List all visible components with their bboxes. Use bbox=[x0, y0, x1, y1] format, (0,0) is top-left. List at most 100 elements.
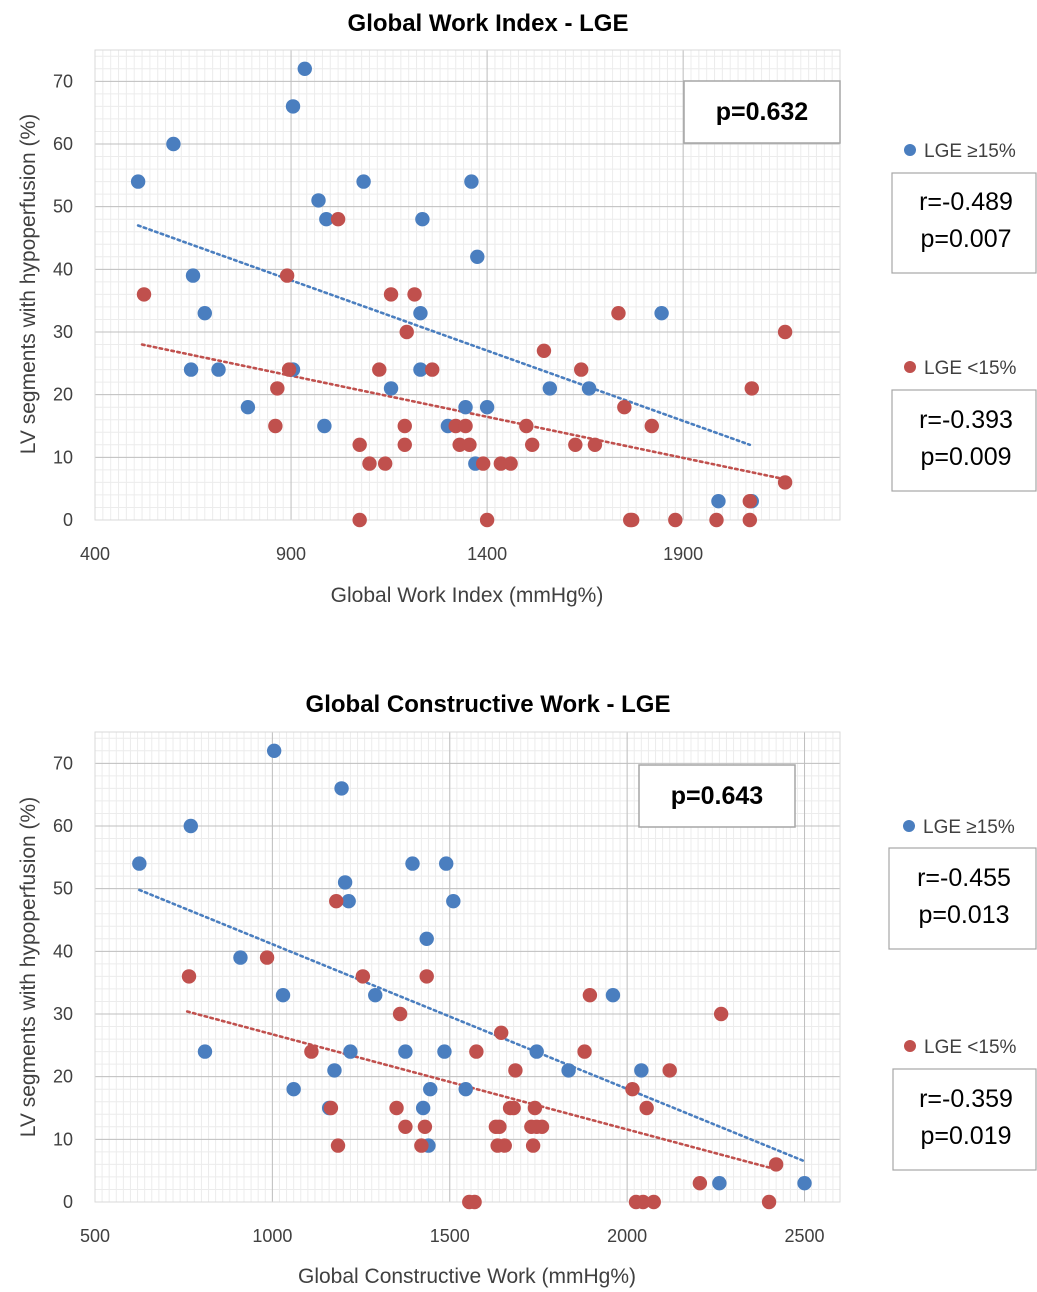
data-point-lge-low bbox=[352, 512, 367, 528]
data-point-lge-low bbox=[617, 400, 632, 415]
x-axis-title: Global Work Index (mmHg%) bbox=[331, 584, 604, 607]
data-point-lge-low bbox=[662, 1063, 677, 1078]
data-point-lge-high bbox=[458, 1082, 473, 1097]
data-point-lge-low bbox=[777, 475, 793, 490]
data-point-lge-high bbox=[542, 381, 558, 396]
y-tick-label: 40 bbox=[53, 941, 73, 961]
data-point-lge-low bbox=[508, 1063, 523, 1078]
data-point-lge-high bbox=[479, 400, 495, 415]
y-tick-label: 60 bbox=[53, 134, 73, 154]
data-point-lge-high bbox=[398, 1044, 413, 1059]
pvalue-box-frame bbox=[638, 764, 796, 828]
data-point-lge-high bbox=[446, 894, 461, 909]
stats-r-lge-low: r=-0.359 bbox=[919, 1085, 1013, 1113]
stats-r-lge-high: r=-0.489 bbox=[919, 188, 1013, 216]
data-point-lge-low bbox=[506, 1100, 521, 1116]
data-point-lge-low bbox=[635, 1194, 651, 1210]
pvalue-box: p=0.632 bbox=[683, 80, 841, 144]
data-point-lge-high bbox=[286, 1082, 301, 1097]
data-point-lge-low bbox=[377, 456, 393, 471]
y-axis-title: LV segments with hypoperfusion (%) bbox=[17, 797, 40, 1137]
y-tick-label: 50 bbox=[53, 197, 73, 217]
x-axis-title: Global Constructive Work (mmHg%) bbox=[298, 1265, 636, 1288]
legend-label-lge-low: LGE <15% bbox=[924, 358, 1017, 379]
data-point-lge-low bbox=[397, 418, 412, 434]
data-point-lge-high bbox=[654, 306, 669, 321]
data-point-lge-low bbox=[467, 1194, 482, 1210]
stats-p-lge-high: p=0.007 bbox=[920, 225, 1011, 253]
data-points bbox=[132, 743, 812, 1210]
data-point-lge-high bbox=[341, 894, 356, 909]
data-point-lge-high bbox=[132, 856, 147, 871]
legend-label-lge-high: LGE ≥15% bbox=[923, 817, 1015, 838]
trendline-lge-low bbox=[185, 1010, 778, 1171]
data-point-lge-low bbox=[352, 437, 367, 452]
data-point-lge-high bbox=[383, 381, 399, 396]
x-tick-label: 900 bbox=[276, 544, 306, 564]
data-point-lge-low bbox=[268, 418, 283, 434]
data-point-lge-high bbox=[130, 174, 146, 189]
legend-marker-lge-low bbox=[904, 361, 916, 373]
x-tick-label: 500 bbox=[80, 1226, 110, 1246]
data-point-lge-low bbox=[668, 512, 683, 528]
data-point-lge-low bbox=[536, 343, 552, 358]
data-point-lge-high bbox=[581, 381, 597, 396]
trendlines bbox=[136, 224, 787, 481]
pvalue-text: p=0.632 bbox=[716, 98, 808, 126]
data-point-lge-low bbox=[281, 362, 297, 377]
data-point-lge-low bbox=[744, 381, 759, 396]
chart-title: Global Constructive Work - LGE bbox=[306, 691, 671, 718]
data-point-lge-low bbox=[270, 381, 285, 396]
data-point-lge-low bbox=[458, 418, 473, 434]
data-point-lge-low bbox=[494, 1025, 509, 1041]
stats-p-lge-low: p=0.019 bbox=[920, 1122, 1011, 1150]
data-point-lge-low bbox=[329, 894, 344, 909]
stats-box-lge-low bbox=[891, 389, 1037, 492]
stats-r-lge-low: r=-0.393 bbox=[919, 406, 1013, 434]
data-point-lge-low bbox=[742, 512, 758, 528]
data-point-lge-low bbox=[389, 1100, 404, 1116]
data-point-lge-high bbox=[356, 174, 371, 189]
y-tick-label: 70 bbox=[53, 71, 73, 91]
data-point-lge-low bbox=[398, 1119, 413, 1135]
legend-marker-lge-high bbox=[904, 144, 916, 156]
data-point-lge-high bbox=[423, 1082, 438, 1097]
tick-labels: 0 10 20 30 40 50 60 70 500 1000 1500 2000 2500 bbox=[53, 753, 825, 1246]
data-point-lge-high bbox=[413, 362, 428, 377]
x-tick-label: 1400 bbox=[467, 544, 507, 564]
data-point-lge-high bbox=[185, 268, 201, 283]
data-point-lge-high bbox=[605, 988, 621, 1003]
data-point-lge-low bbox=[362, 456, 377, 471]
y-tick-label: 10 bbox=[53, 1129, 73, 1149]
data-point-lge-high bbox=[415, 1100, 431, 1116]
y-tick-label: 50 bbox=[53, 879, 73, 899]
data-point-lge-high bbox=[712, 1176, 727, 1191]
data-point-lge-high bbox=[285, 99, 301, 114]
x-tick-label: 1500 bbox=[430, 1226, 470, 1246]
data-point-lge-high bbox=[343, 1044, 358, 1059]
data-point-lge-low bbox=[136, 287, 152, 302]
data-point-lge-low bbox=[407, 287, 422, 302]
data-point-lge-high bbox=[797, 1176, 812, 1191]
stats-p-lge-high: p=0.013 bbox=[918, 901, 1009, 929]
data-point-lge-low bbox=[372, 362, 387, 377]
data-point-lge-high bbox=[464, 174, 479, 189]
y-axis-title: LV segments with hypoperfusion (%) bbox=[17, 114, 40, 454]
chart-title: Global Work Index - LGE bbox=[348, 10, 629, 37]
trendline-lge-high bbox=[136, 224, 752, 447]
x-tick-label: 2500 bbox=[785, 1226, 825, 1246]
y-tick-label: 60 bbox=[53, 816, 73, 836]
data-point-lge-low bbox=[624, 512, 640, 528]
y-tick-label: 20 bbox=[53, 385, 73, 405]
data-point-lge-high bbox=[419, 931, 434, 946]
data-point-lge-high bbox=[415, 212, 430, 227]
data-point-lge-low bbox=[419, 969, 434, 984]
data-point-lge-high bbox=[634, 1063, 649, 1078]
data-point-lge-low bbox=[534, 1119, 550, 1135]
plot-area-frame bbox=[94, 49, 841, 521]
data-point-lge-low bbox=[525, 1138, 541, 1153]
x-tick-label: 1000 bbox=[252, 1226, 292, 1246]
tick-labels: 0 10 20 30 40 50 60 70 400 900 1400 1900 bbox=[53, 71, 703, 564]
data-point-lge-low bbox=[399, 324, 414, 340]
